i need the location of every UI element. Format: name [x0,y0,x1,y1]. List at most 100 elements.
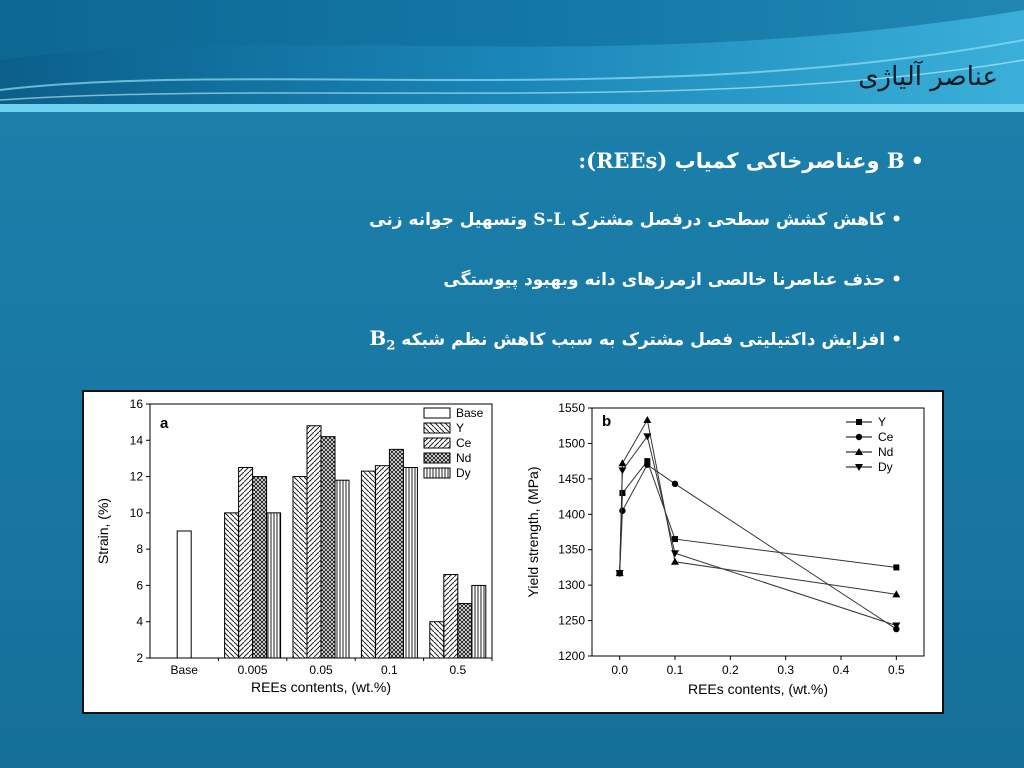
bullet-sl-label: S-L [533,210,566,230]
point-y [672,536,678,543]
bullet-surface-tension-text: کاهش کشش سطحی درفصل مشترک [565,210,886,230]
point-dy [615,570,624,578]
bullet-surface-tension: •کاهش کشش سطحی درفصل مشترک S-L وتسهیل جو… [369,210,902,230]
legend-swatch-ce [423,437,451,449]
y-tick-label: 1500 [558,436,585,450]
x-tick-label: 0.0 [611,663,628,677]
x-axis-label: REEs contents, (wt.%) [251,679,391,695]
y-tick-label: 10 [130,506,144,520]
legend-label-nd: Nd [878,445,893,459]
legend-marker-ce [855,433,863,441]
x-tick-label: 0.1 [667,663,684,677]
point-nd [618,459,627,467]
panel-label: b [602,413,611,430]
bullet-boron: B [886,148,905,173]
legend-label-nd: Nd [456,451,471,465]
legend-label-ce: Ce [878,430,894,444]
x-tick-label: 0.4 [833,663,850,677]
y-tick-label: 4 [136,615,143,629]
x-tick-label: 0.5 [888,663,905,677]
bar-nd [320,436,336,659]
bar-y [429,621,445,659]
bar-base [176,530,192,659]
x-tick-label: 0.05 [309,663,333,677]
bullet-dot-icon: • [891,270,902,290]
header-wave-band [0,0,1024,112]
bar-dy [334,479,350,659]
y-tick-label: 1400 [558,507,585,521]
legend-swatch-nd [423,452,451,464]
point-ce [671,480,679,488]
x-tick-label: 0.5 [449,663,466,677]
bullet-dot-icon: • [891,210,902,230]
bullet-impurity-removal-text: حذف عناصرنا خالصی ازمرزهای دانه وبهبود پ… [443,270,886,290]
figure-panel: 2 4 6 8 10 12 14 16 Base 0.005 0.05 0.1 0.5 REEs cont… [82,390,944,714]
bar-nd [252,476,268,659]
bullet-impurity-removal: •حذف عناصرنا خالصی ازمرزهای دانه وبهبود … [443,270,902,290]
legend-marker-y [856,419,862,425]
plot-frame [591,407,925,657]
point-y [644,458,651,465]
bar-nd [457,603,473,659]
bar-ce [238,467,254,659]
y-tick-label: 2 [136,651,143,665]
bar-dy [402,467,418,659]
yield-strength-line-chart: 1200 1250 1300 1350 1400 1450 1500 1550 0.0 0.1 0.… [525,401,925,697]
x-tick-label: Base [171,663,199,677]
bar-y [292,476,308,659]
y-tick-label: 1200 [558,649,585,663]
legend-marker-nd [855,448,863,455]
series-line-dy [619,435,897,627]
legend-label-y: Y [456,421,464,435]
legend-swatch-y [423,422,451,434]
point-dy [892,622,901,630]
series-line-y [619,460,897,574]
bar-ce [374,465,390,659]
legend-label-dy: Dy [878,460,893,474]
x-tick-label: 0.3 [777,663,794,677]
x-tick-label: 0.005 [238,663,268,677]
bullet-b2-subscript: 2 [386,338,396,354]
bullet-ductility: •افزایش داکتیلیتی فصل مشترک به سبب کاهش … [369,326,902,353]
y-tick-label: 6 [136,578,143,592]
bar-nd [388,448,404,659]
x-axis-label: REEs contents, (wt.%) [688,681,828,697]
bar-dy [471,584,487,659]
y-tick-label: 1350 [558,543,585,557]
legend-label-y: Y [878,415,886,429]
bar-dy [266,512,282,659]
point-nd [671,557,679,565]
legend-swatch-dy [423,467,451,479]
point-ce [644,461,651,468]
legend-swatch-base [423,407,451,419]
x-tick-label: 0.2 [722,663,739,677]
y-tick-label: 12 [130,470,144,484]
y-tick-label: 14 [130,433,144,447]
bullet-rees-text: وعناصرخاکی کمیاب [667,149,887,173]
bullet-b2-label: B [369,326,387,350]
y-axis-label: Strain, (%) [95,498,111,564]
point-dy [671,550,679,558]
point-nd [643,416,652,424]
bullet-rees-abbr: (REEs): [578,148,668,173]
y-tick-label: 1250 [558,614,585,628]
point-dy [643,433,652,441]
bar-y [360,470,376,659]
point-ce [619,507,626,514]
y-tick-label: 8 [136,542,143,556]
bullet-ductility-text: افزایش داکتیلیتی فصل مشترک به سبب کاهش ن… [395,330,886,350]
bullet-surface-tension-tail: وتسهیل جوانه زنی [369,210,534,230]
bullet-dot-icon: • [910,149,924,173]
bar-ce [443,574,459,659]
series-line-nd [619,418,897,595]
bar-ce [306,425,322,659]
strain-bar-chart: 2 4 6 8 10 12 14 16 Base 0.005 0.05 0.1 0.5 REEs cont… [95,397,493,695]
panel-label: a [160,415,169,432]
slide-title: عناصر آلیاژی [858,62,998,92]
point-y [619,490,626,497]
point-dy [618,467,627,475]
legend-label-ce: Ce [456,436,472,450]
y-tick-label: 16 [130,397,144,411]
y-tick-label: 1300 [558,578,585,592]
